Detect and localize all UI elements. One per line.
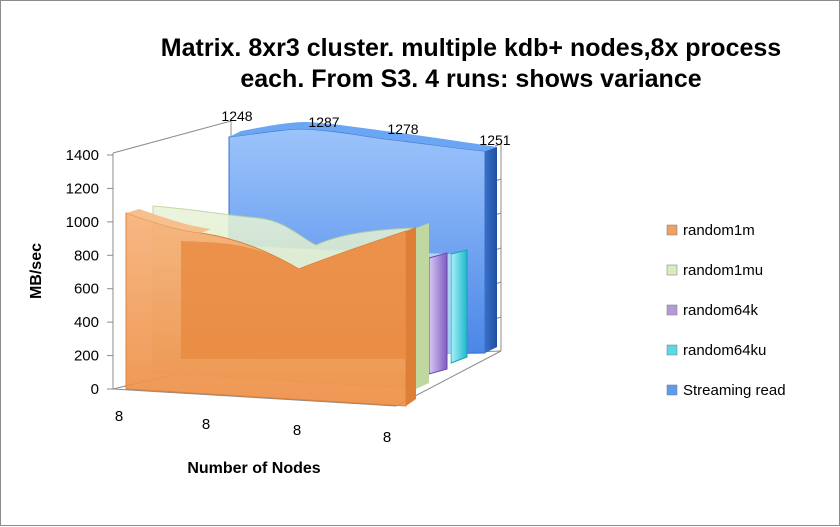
- y-tick-label: 400: [74, 314, 99, 331]
- data-label-streaming-read: 1251: [479, 132, 510, 148]
- data-label-streaming-read: 1278: [387, 121, 418, 137]
- series-random64ku-side: [450, 249, 468, 364]
- series-streaming-read-top: [229, 122, 497, 151]
- y-tick-label: 1000: [66, 214, 99, 231]
- series-random1m: [125, 209, 416, 407]
- x-ticks: 8 8 8 8: [115, 408, 391, 446]
- y-tick-label: 1200: [66, 180, 99, 197]
- legend-label: random1mu: [683, 262, 763, 279]
- legend-swatch: [666, 344, 678, 356]
- y-tick-label: 200: [74, 348, 99, 365]
- legend-label: random64k: [683, 302, 759, 319]
- y-tick-label: 0: [91, 381, 99, 398]
- y-ticks: 0 200 400 600 800 1000 1200 1400: [66, 147, 113, 398]
- series-random1m-side: [406, 227, 416, 406]
- y-axis-title: MB/sec: [28, 243, 45, 299]
- legend-label: Streaming read: [683, 382, 786, 399]
- y-tick-label: 600: [74, 281, 99, 298]
- data-label-streaming-read: 1287: [308, 114, 339, 130]
- legend-swatch: [666, 224, 678, 236]
- data-label-streaming-read: 1248: [221, 108, 252, 124]
- data-labels: 1248 1287 1278 1251: [221, 108, 510, 148]
- legend-swatch: [666, 304, 678, 316]
- series-random1mu-side: [416, 223, 429, 389]
- legend: random1m random1mu random64k random64ku Stre…: [666, 222, 786, 399]
- series-random1m-back-face: [181, 231, 406, 359]
- x-axis-line: [112, 388, 397, 407]
- x-tick-label: 8: [383, 429, 391, 446]
- chart-title-line-2: each. From S3. 4 runs: shows variance: [240, 65, 701, 93]
- y-tick-label: 800: [74, 247, 99, 264]
- series-streaming-read-side: [485, 147, 497, 353]
- series-random1m-top: [126, 209, 211, 233]
- legend-label: random64ku: [683, 342, 766, 359]
- chart-title-line-1: Matrix. 8xr3 cluster. multiple kdb+ node…: [161, 34, 781, 62]
- legend-swatch: [666, 384, 678, 396]
- x-tick-label: 8: [293, 422, 301, 439]
- y-tick-label: 1400: [66, 147, 99, 164]
- series-random64k-side: [428, 252, 448, 375]
- legend-label: random1m: [683, 222, 755, 239]
- back-top-left-edge: [112, 120, 232, 154]
- legend-swatch: [666, 264, 678, 276]
- x-tick-label: 8: [115, 408, 123, 425]
- x-tick-label: 8: [202, 416, 210, 433]
- x-axis-title: Number of Nodes: [187, 460, 320, 477]
